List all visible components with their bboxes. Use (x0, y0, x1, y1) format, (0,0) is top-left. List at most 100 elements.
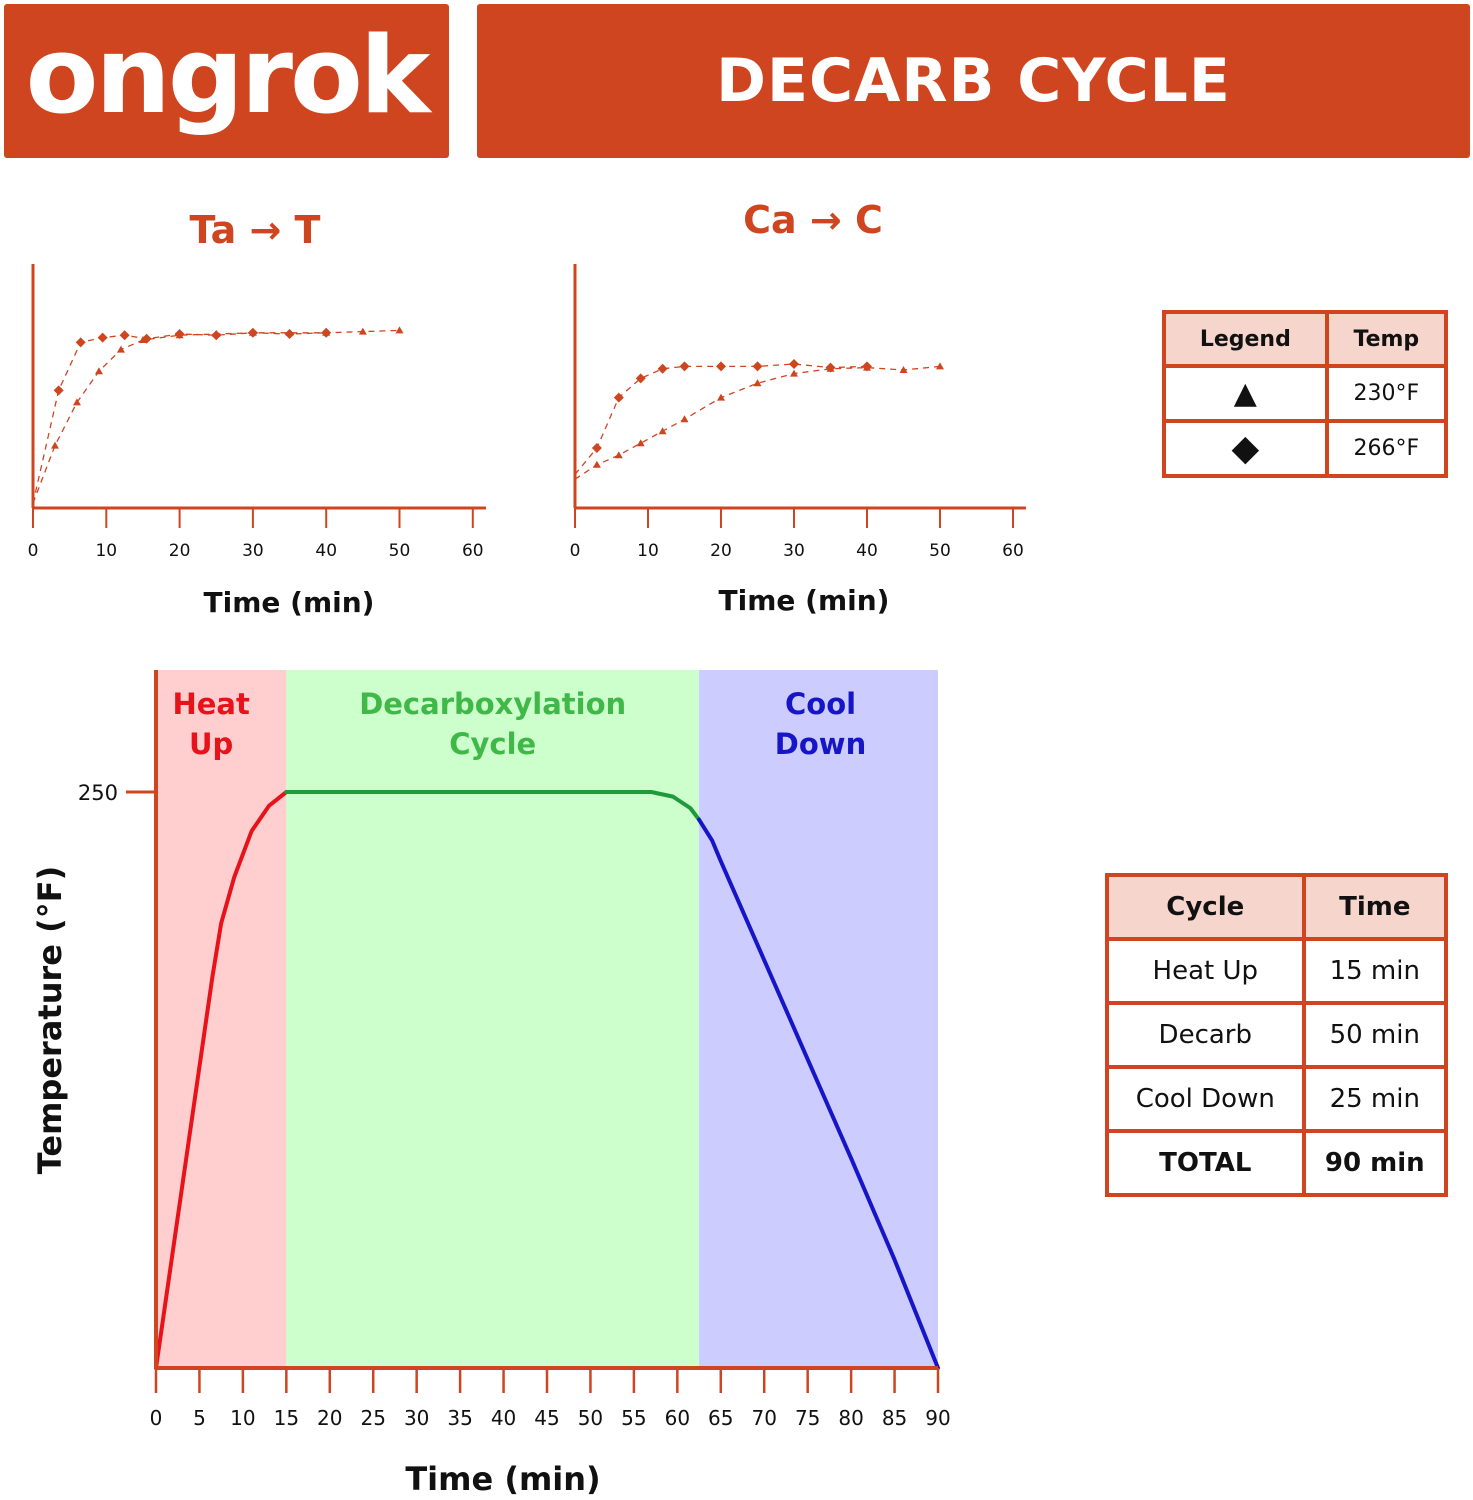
diamond-marker (141, 333, 152, 344)
triangle-marker (636, 439, 645, 447)
phase-label: Down (775, 727, 866, 761)
title-banner: DECARB CYCLE (477, 4, 1470, 158)
logo-text: ongrok (25, 14, 431, 137)
series-line (32, 329, 400, 504)
x-tick-label: 35 (447, 1406, 472, 1430)
triangle-marker (680, 415, 689, 423)
phase-background (156, 670, 287, 1368)
x-tick-label: 0 (150, 1406, 163, 1430)
x-tick-label: 85 (882, 1406, 907, 1430)
x-tick-label: 10 (637, 541, 659, 561)
x-tick-label: 60 (1002, 541, 1024, 561)
diamond-marker (53, 385, 64, 396)
diamond-marker (321, 327, 332, 338)
x-tick-label: 15 (274, 1406, 299, 1430)
diamond-marker (752, 361, 763, 372)
x-tick-label: 65 (708, 1406, 733, 1430)
diamond-marker (247, 327, 258, 338)
x-tick-label: 20 (169, 541, 191, 561)
x-tick-label: 40 (856, 541, 878, 561)
diamond-marker (716, 361, 726, 372)
diamond-marker (862, 361, 872, 372)
x-tick-label: 60 (665, 1406, 690, 1430)
phase-label: Decarboxylation (359, 687, 626, 721)
diamond-icon: ◆ (1162, 419, 1329, 478)
cycle-time: 15 min (1301, 937, 1449, 1005)
x-tick-label: 50 (578, 1406, 603, 1430)
cycle-name: TOTAL (1105, 1129, 1306, 1197)
triangle-marker (899, 366, 908, 373)
page-title: DECARB CYCLE (716, 46, 1231, 116)
cycle-name: Decarb (1105, 1001, 1306, 1069)
x-tick-label: 30 (404, 1406, 429, 1430)
x-tick-label: 50 (929, 541, 951, 561)
temperature-curve (284, 790, 702, 822)
legend-header-temp: Temp (1324, 310, 1449, 368)
triangle-marker (358, 327, 367, 335)
legend-temp: 266°F (1324, 419, 1449, 478)
triangle-marker (94, 367, 103, 375)
triangle-marker (753, 379, 762, 387)
phase-background (699, 670, 938, 1368)
triangle-marker (717, 393, 725, 401)
diamond-marker (97, 332, 108, 343)
diamond-marker (789, 359, 799, 369)
triangle-marker (395, 326, 404, 334)
x-tick-label: 55 (621, 1406, 646, 1430)
x-tick-label: 25 (360, 1406, 385, 1430)
triangle-marker (592, 460, 601, 468)
series-line (32, 332, 327, 504)
diamond-marker (679, 361, 690, 372)
legend-table-header-row: Legend Temp (1162, 310, 1449, 368)
diamond-marker (284, 329, 295, 339)
diamond-marker (591, 443, 602, 453)
phase-label: Up (189, 727, 233, 761)
x-tick-label: 0 (28, 541, 39, 561)
diamond-marker (635, 373, 646, 384)
x-tick-label: 45 (534, 1406, 559, 1430)
diamond-marker (174, 329, 185, 339)
cycle-header-cycle: Cycle (1105, 873, 1306, 941)
legend-table: Legend Temp ▲ 230°F ◆ 266°F (1162, 310, 1449, 478)
x-tick-label: 20 (710, 541, 732, 561)
cycle-header-time: Time (1301, 873, 1449, 941)
diamond-marker (657, 363, 668, 374)
triangle-marker (614, 451, 623, 459)
x-axis-label: Time (min) (405, 1460, 600, 1498)
chart-title: Ca → C (743, 198, 883, 242)
phase-label: Cycle (449, 727, 536, 761)
triangle-marker (936, 362, 944, 370)
table-row: Cool Down 25 min (1105, 1065, 1449, 1133)
series-line (574, 363, 868, 475)
x-tick-label: 5 (193, 1406, 206, 1430)
x-tick-label: 30 (783, 541, 805, 561)
logo: ongrok (4, 4, 449, 158)
cycle-time: 90 min (1301, 1129, 1449, 1197)
x-axis-label: Time (min) (204, 586, 375, 619)
diamond-marker (75, 337, 86, 348)
triangle-marker (72, 398, 81, 406)
x-tick-label: 10 (230, 1406, 255, 1430)
x-tick-label: 40 (491, 1406, 516, 1430)
x-tick-label: 75 (795, 1406, 820, 1430)
x-tick-label: 90 (925, 1406, 950, 1430)
table-row-total: TOTAL 90 min (1105, 1129, 1449, 1197)
x-tick-label: 40 (315, 541, 337, 561)
cycle-name: Heat Up (1105, 937, 1306, 1005)
legend-header-legend: Legend (1162, 310, 1329, 368)
triangle-icon: ▲ (1162, 364, 1329, 423)
triangle-marker (116, 345, 125, 353)
x-tick-label: 50 (389, 541, 411, 561)
cycle-table-header-row: Cycle Time (1105, 873, 1449, 941)
x-tick-label: 20 (317, 1406, 342, 1430)
diamond-marker (613, 392, 624, 403)
temperature-curve (697, 817, 940, 1370)
phase-label: Cool (785, 687, 856, 721)
x-tick-label: 60 (462, 541, 484, 561)
legend-row: ◆ 266°F (1162, 419, 1449, 478)
legend-temp: 230°F (1324, 364, 1449, 423)
cycle-table: Cycle Time Heat Up 15 min Decarb 50 min … (1105, 873, 1449, 1197)
legend-row: ▲ 230°F (1162, 364, 1449, 423)
x-tick-label: 10 (95, 541, 117, 561)
